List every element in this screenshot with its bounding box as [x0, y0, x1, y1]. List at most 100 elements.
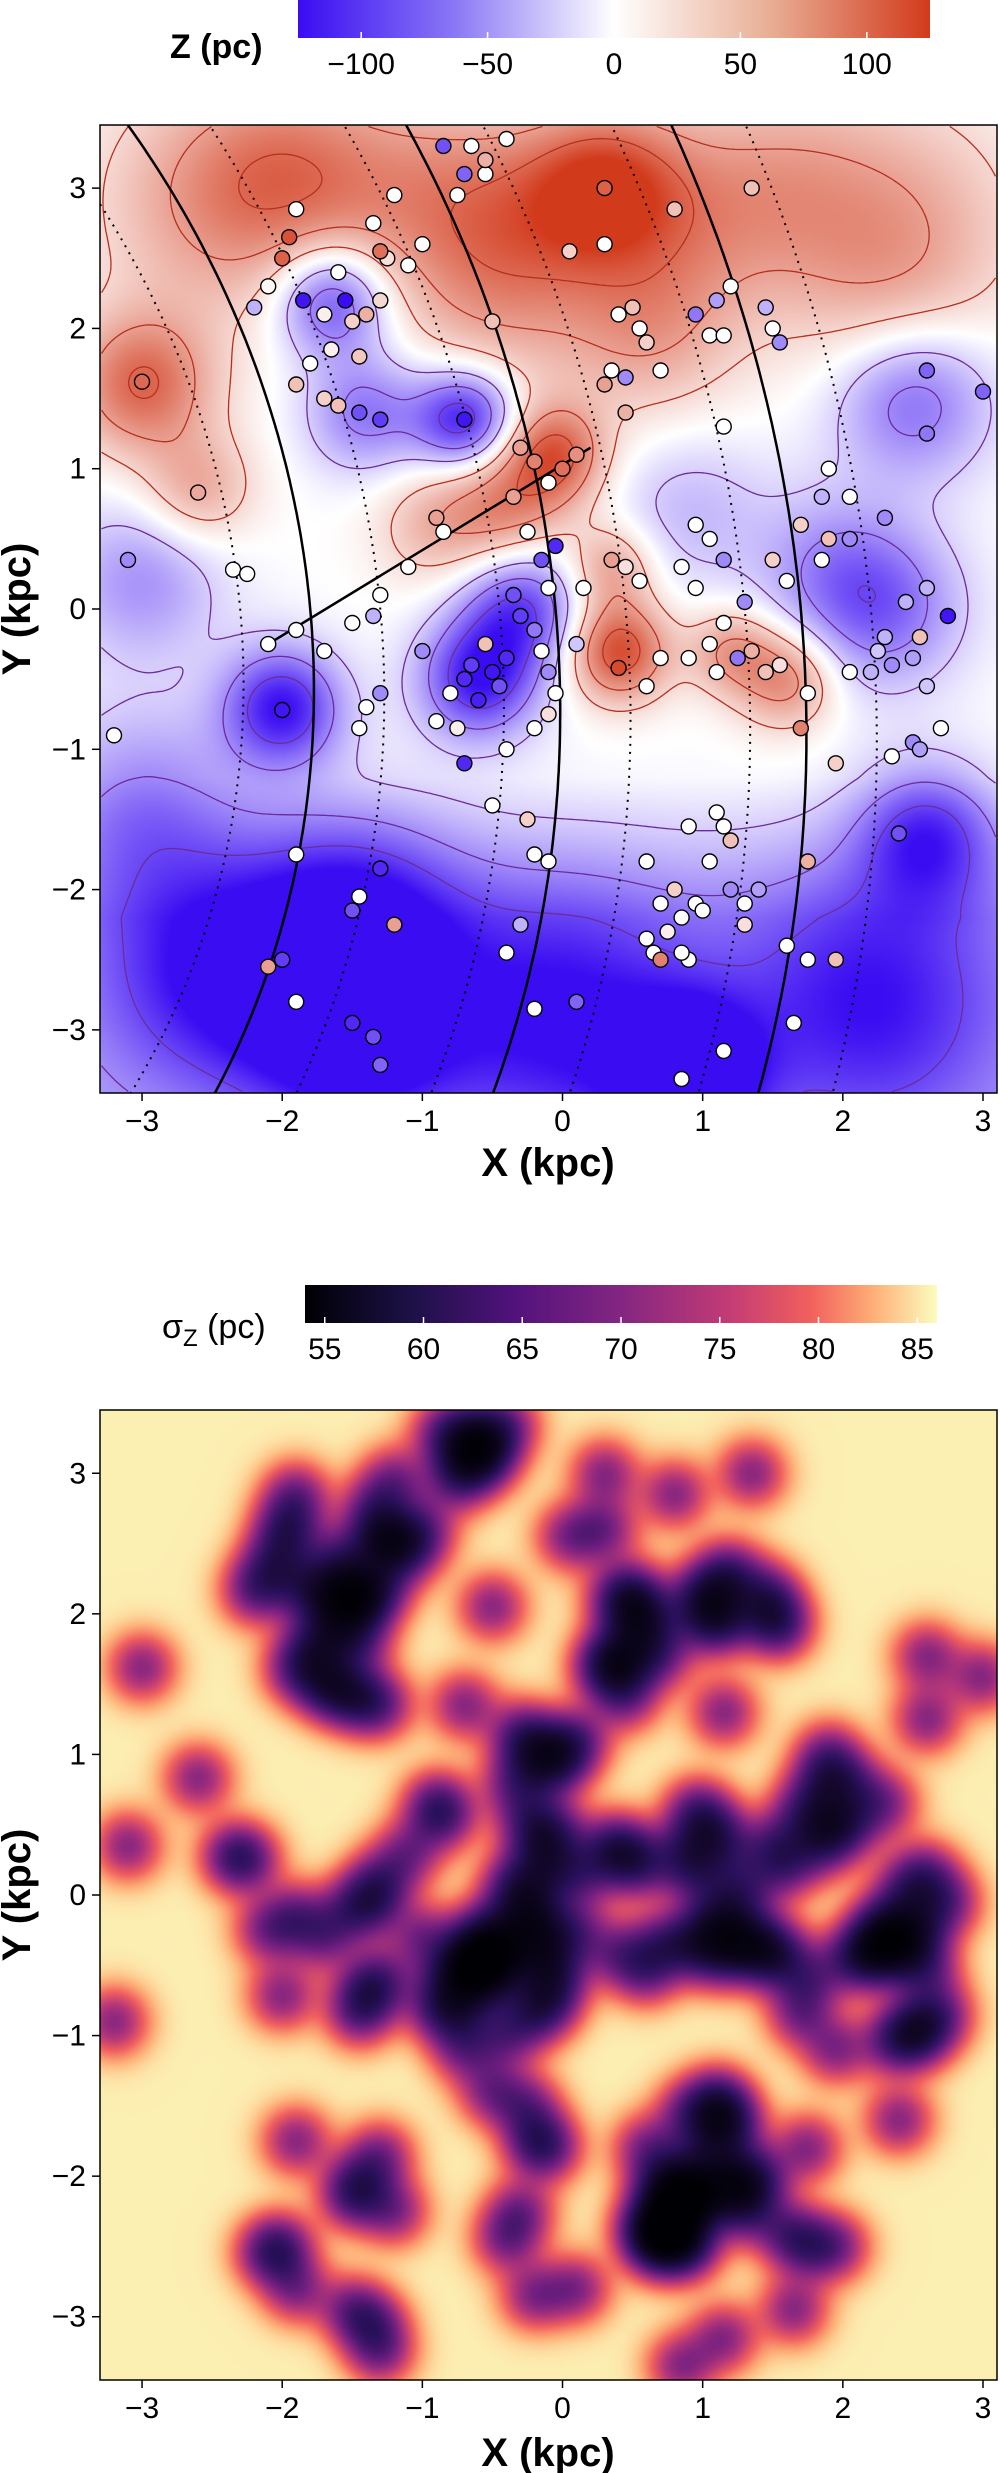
star-point [736, 916, 753, 933]
arm-solid-local [404, 125, 562, 1093]
star-point [827, 951, 844, 968]
star-point [274, 951, 291, 968]
arm-solid-sagittarius [126, 125, 316, 1093]
star-point [610, 306, 627, 323]
star-point [568, 446, 585, 463]
star-point [722, 881, 739, 898]
star-point [526, 846, 543, 863]
star-point [526, 1000, 543, 1017]
star-point [792, 720, 809, 737]
star-point [260, 278, 277, 295]
star-point [456, 670, 473, 688]
star-point [372, 1056, 389, 1074]
star-point [911, 741, 929, 758]
star-point [372, 860, 389, 877]
star-point [799, 685, 816, 702]
star-point [596, 235, 613, 253]
star-point [351, 720, 368, 737]
z-y-tick-label: 0 [69, 593, 86, 626]
star-point [918, 362, 936, 379]
z-x-tick-label: 2 [834, 1105, 851, 1138]
sigma-cb-tick-label: 55 [308, 1333, 341, 1366]
star-point [792, 516, 809, 533]
star-point [701, 853, 718, 870]
sigma-y-tick-label: −2 [52, 2160, 86, 2193]
star-point [631, 320, 648, 337]
star-point [540, 663, 557, 681]
star-point [736, 895, 753, 912]
star-point [799, 951, 816, 968]
z-cb-tick-label: 50 [724, 48, 757, 81]
star-point [288, 376, 305, 393]
star-point [386, 916, 403, 933]
star-point [701, 327, 718, 344]
star-point [400, 558, 417, 576]
star-point [778, 572, 795, 590]
star-point [477, 151, 494, 169]
star-point [470, 692, 487, 709]
star-point [400, 257, 417, 274]
sigma-cb-tick-label: 75 [703, 1333, 736, 1366]
star-point [414, 235, 431, 253]
star-point [673, 558, 690, 576]
sigma-y-tick-label: −1 [52, 2020, 86, 2053]
star-point [386, 186, 403, 204]
star-point [687, 579, 704, 597]
star-point [351, 348, 368, 365]
star-point [498, 741, 515, 758]
star-point [638, 930, 655, 947]
star-point [372, 411, 389, 428]
star-point [449, 720, 466, 737]
star-point [904, 649, 922, 667]
star-point [288, 200, 305, 218]
star-point [330, 264, 347, 281]
star-point [119, 551, 137, 569]
star-point [302, 355, 319, 372]
star-point [778, 937, 795, 954]
contour-negative-60 [101, 288, 997, 1093]
star-point [344, 614, 361, 632]
star-point [715, 614, 732, 632]
star-point [708, 804, 725, 821]
z-colorbar: Z (pc) −100 −50 0 50 100 [170, 0, 930, 81]
sigma-subscript: Z [183, 1325, 198, 1352]
star-point [680, 818, 697, 835]
z-map-panel: −3 −2 −1 0 1 2 3 −3 −2 −1 0 1 2 3 X (kpc) Y (kpc) [0, 124, 998, 1185]
star-point [575, 579, 592, 597]
star-point [189, 484, 207, 501]
star-point [918, 425, 936, 442]
star-point [547, 685, 564, 702]
star-point [456, 165, 473, 183]
star-point [484, 797, 501, 814]
star-point [477, 635, 494, 653]
z-y-tick-label: 2 [69, 312, 86, 345]
star-point [540, 579, 557, 597]
star-point [260, 635, 277, 653]
star-point [820, 530, 837, 548]
star-point [743, 179, 760, 197]
star-point [316, 390, 333, 407]
z-colorbar-gradient [298, 0, 930, 38]
star-point [491, 678, 508, 695]
star-point [890, 825, 908, 842]
z-x-tick-label: 1 [694, 1105, 711, 1138]
star-point [939, 607, 957, 625]
star-point [897, 593, 915, 611]
z-y-ticks: −3 −2 −1 0 1 2 3 [52, 172, 100, 1047]
star-point [568, 635, 585, 653]
star-point [715, 551, 732, 569]
star-point [722, 278, 739, 295]
sigma-x-tick-label: 2 [834, 2392, 851, 2425]
sigma-x-tick-label: −2 [265, 2392, 299, 2425]
arm-dotted-6 [744, 125, 878, 1093]
star-point [771, 334, 788, 351]
star-point [428, 713, 445, 730]
star-point [330, 397, 347, 414]
star-point [918, 579, 936, 597]
sigma-cb-tick-label: 85 [901, 1333, 934, 1366]
star-point [358, 306, 375, 323]
z-y-tick-label: 3 [69, 172, 86, 205]
star-point [771, 656, 788, 674]
sigma-map-panel: −3 −2 −1 0 1 2 3 −3 −2 −1 0 1 2 3 X (kpc) Y (kpc) [0, 1409, 998, 2473]
star-point [568, 993, 585, 1010]
